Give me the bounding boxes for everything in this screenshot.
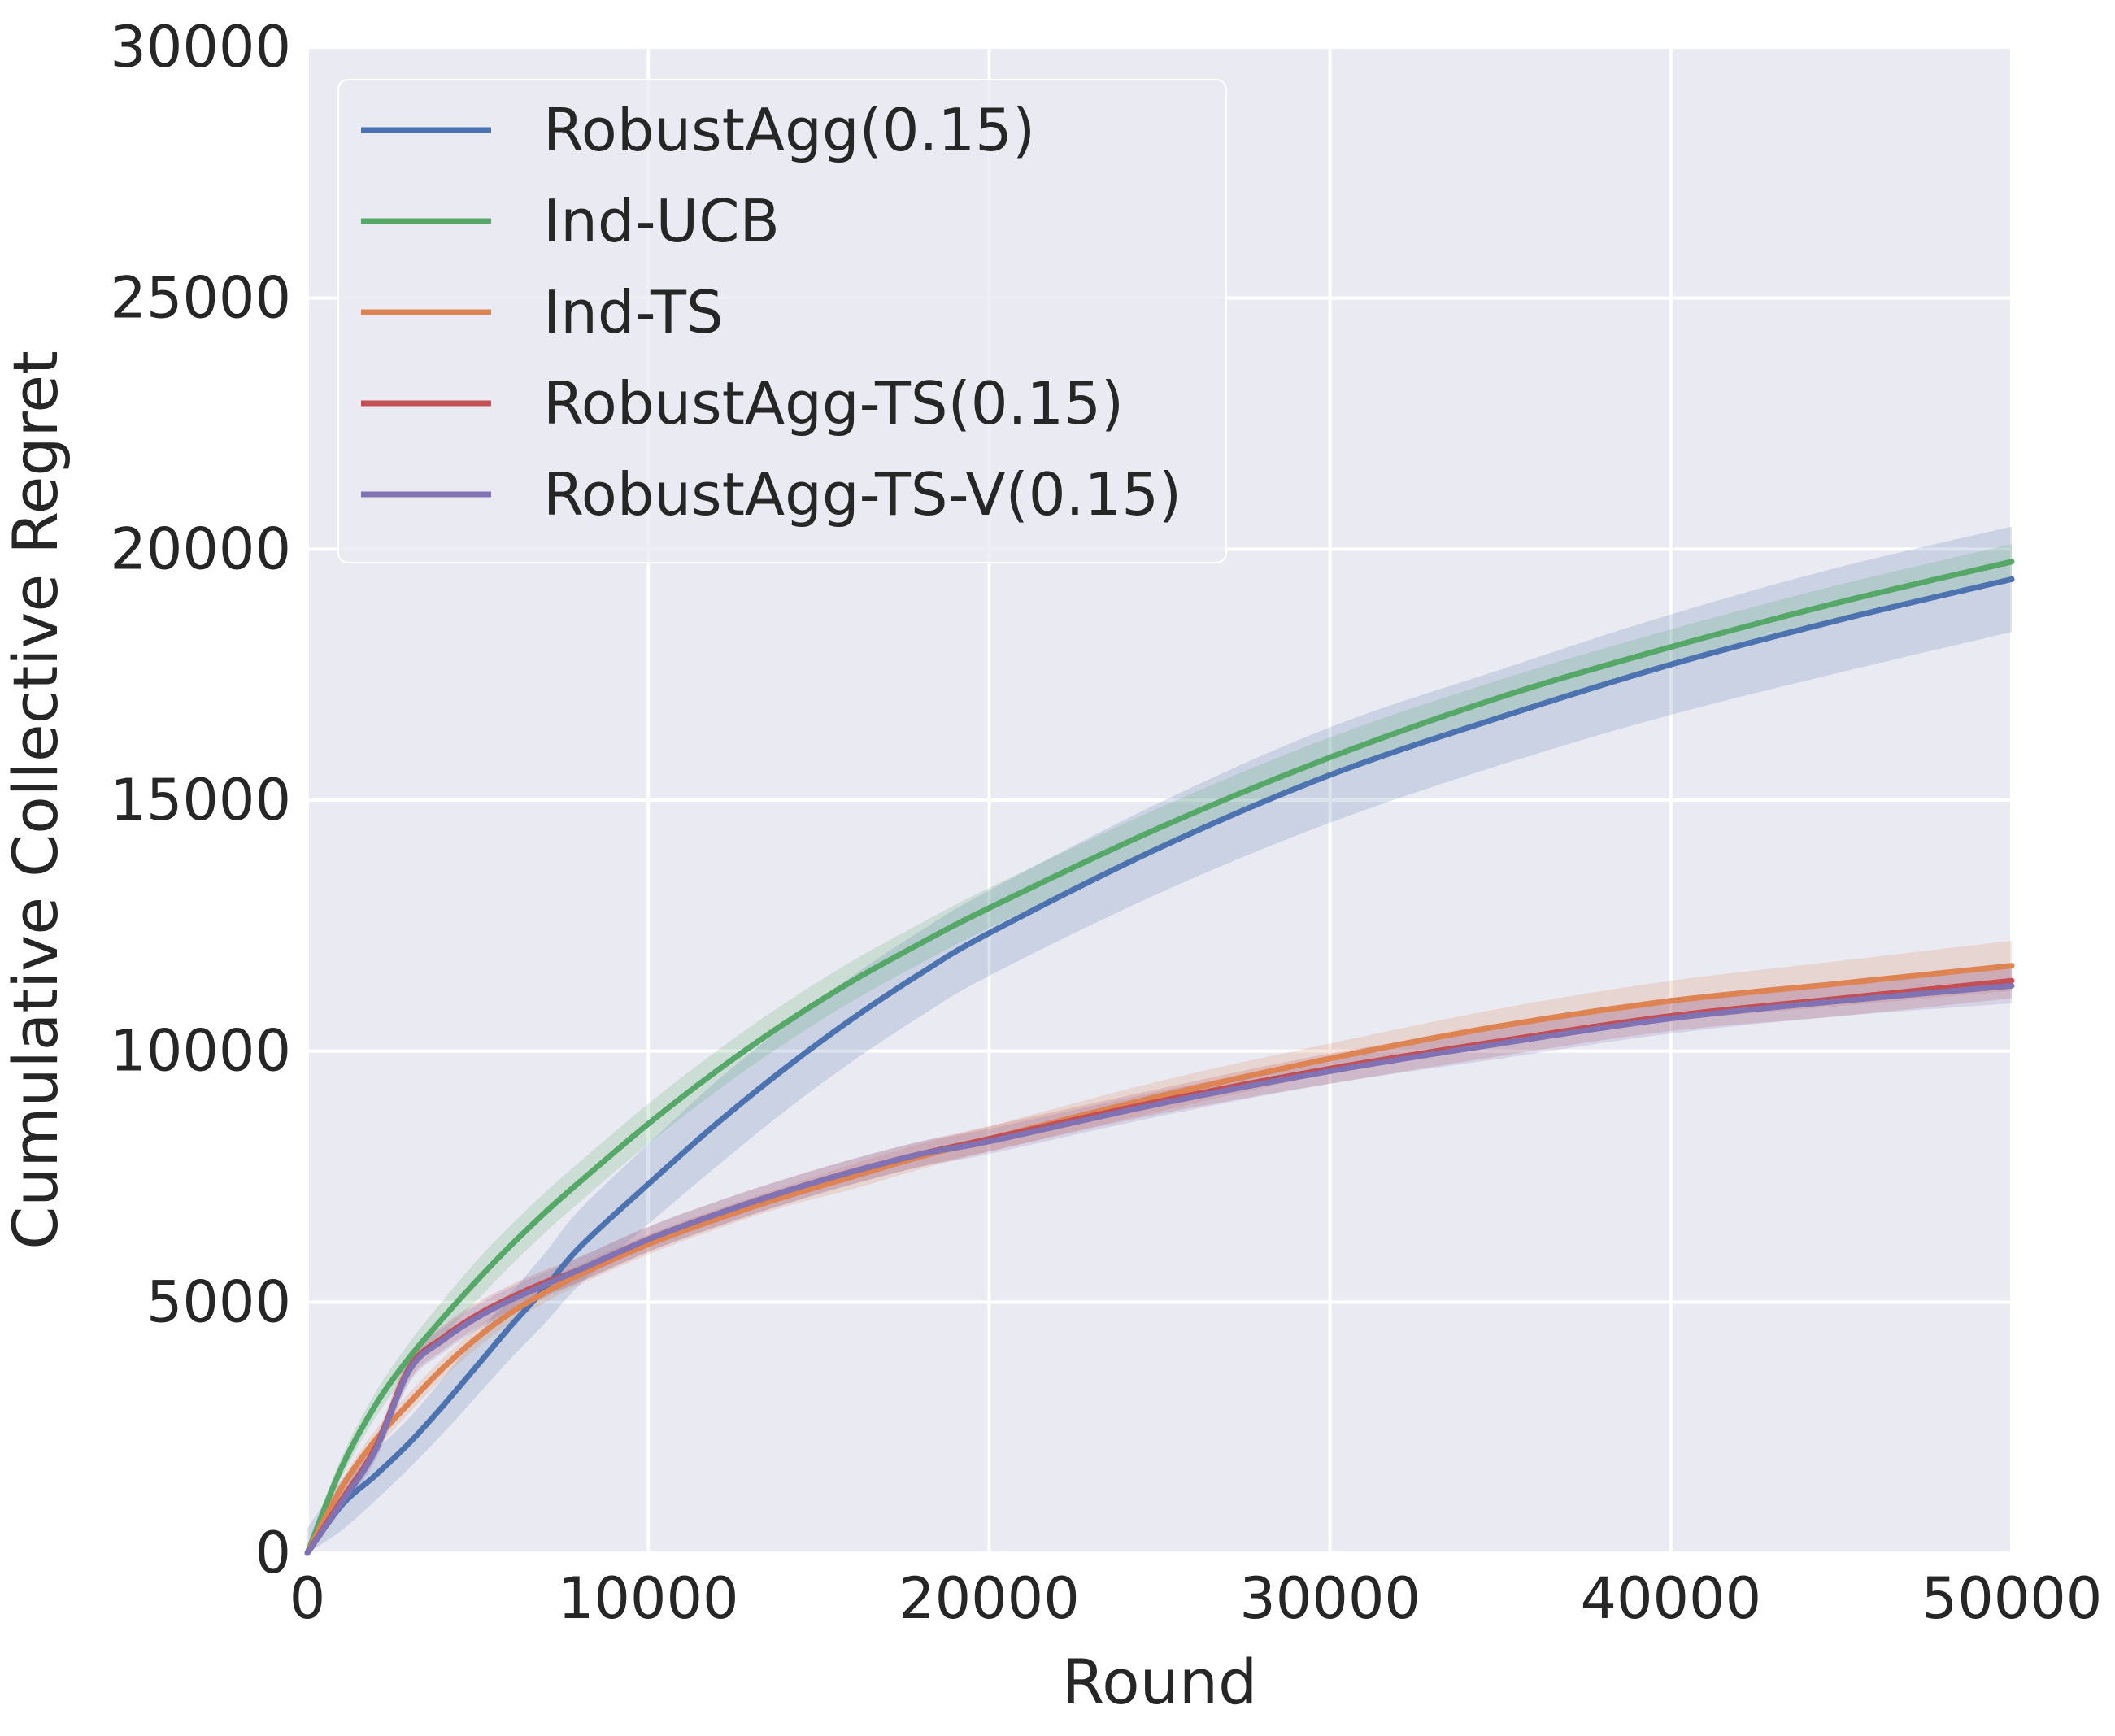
legend-label: RobustAgg(0.15) [543,96,1035,164]
y-tick-label: 20000 [110,516,291,582]
y-axis-title: Cumulative Collective Regret [0,350,72,1250]
legend-box [337,79,1227,563]
x-tick-label: 50000 [1921,1565,2103,1632]
x-tick-label: 10000 [558,1565,739,1632]
y-tick-label: 10000 [110,1018,291,1085]
series-line [304,576,2015,1556]
legend-label: Ind-UCB [543,187,780,255]
y-tick-label: 5000 [146,1268,291,1335]
legend-label: Ind-TS [543,278,724,346]
x-axis-title: Round [1062,1646,1257,1718]
series-line [304,982,2015,1556]
legend-label: RobustAgg-TS(0.15) [543,369,1124,437]
y-tick-label: 25000 [110,265,291,332]
x-tick-label: 40000 [1580,1565,1761,1632]
legend-label: RobustAgg-TS-V(0.15) [543,460,1182,529]
series-lines [304,559,2015,1556]
x-tick-label: 0 [289,1565,326,1632]
x-tick-label: 30000 [1239,1565,1421,1632]
y-tick-label: 15000 [110,767,291,833]
confidence-band [307,526,2012,1553]
y-tick-label: 30000 [110,14,291,80]
series-line [304,559,2015,1556]
series-line [304,963,2015,1556]
x-tick-label: 20000 [899,1565,1080,1632]
legend: RobustAgg(0.15) Ind-UCB Ind-TS RobustAgg-TS… [337,79,1227,563]
tick-labels: 0 10000 20000 30000 40000 50000 0 5000 10000 1500… [110,14,2102,1632]
y-tick-label: 0 [255,1520,291,1586]
